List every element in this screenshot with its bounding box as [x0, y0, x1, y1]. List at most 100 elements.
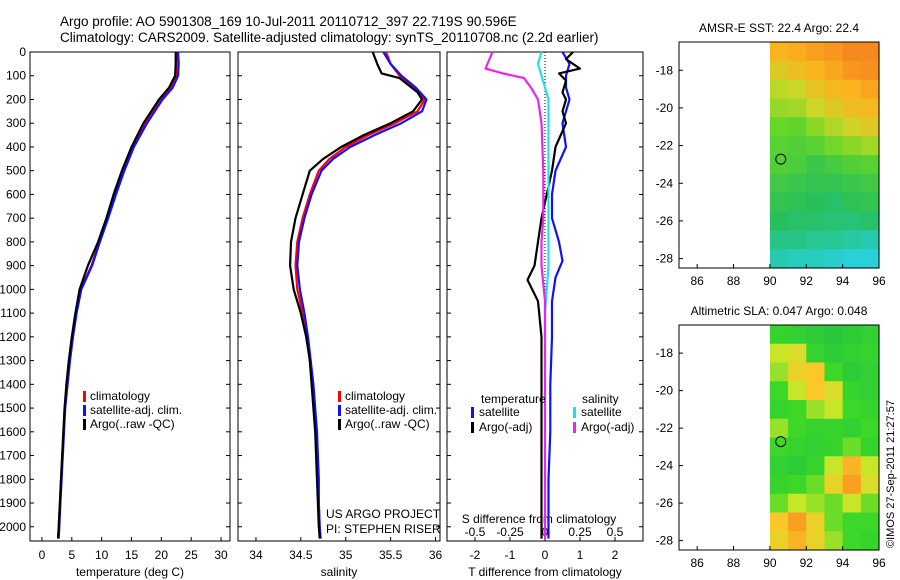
argo-location-marker — [775, 436, 787, 448]
map-cell — [806, 79, 826, 100]
salinity-axes-frame — [237, 51, 441, 542]
argo-location-marker — [775, 153, 787, 165]
y-tick-label: -20 — [656, 384, 674, 398]
map-cell — [842, 325, 862, 345]
map-cell — [824, 155, 844, 175]
legend-label: climatology — [90, 389, 150, 403]
map-cell — [769, 456, 789, 476]
x-tick-label: -1 — [505, 548, 516, 562]
temperature-panel: 0100200300400500600700800900100011001200… — [0, 45, 231, 579]
legend-label: climatology — [345, 389, 405, 403]
y-tick-label: -24 — [656, 176, 674, 190]
map-cell — [769, 493, 789, 514]
map-cell — [842, 98, 862, 118]
map-cell — [769, 173, 789, 194]
map-cell — [824, 173, 844, 194]
x-tick-label: 96 — [872, 556, 886, 570]
map-cell — [806, 249, 826, 269]
x-tick-label: 86 — [691, 274, 705, 288]
map-cell — [842, 531, 862, 551]
map-cell — [788, 211, 807, 231]
map-cell — [860, 475, 880, 495]
x-tick-label: 10 — [95, 548, 109, 562]
map-cell — [824, 343, 844, 364]
map-cell — [788, 155, 807, 175]
x-tick-label: 5 — [68, 548, 75, 562]
map-cell — [860, 512, 880, 532]
map-cell — [860, 192, 880, 213]
map-cell — [860, 362, 880, 382]
map-cell — [806, 325, 826, 345]
sst_map-panel: AMSR-E SST: 22.4 Argo: 22.4 86 88 90 92 94 96 -… — [656, 21, 886, 288]
map-cell — [788, 136, 807, 156]
legend-swatch — [471, 422, 474, 433]
x-tick-label: 15 — [125, 548, 139, 562]
map-cell — [824, 211, 844, 231]
map-cell — [860, 173, 880, 194]
y-tick-label: 400 — [6, 140, 26, 154]
x-tick-label: 88 — [727, 556, 741, 570]
x-axis-label: T difference from climatology — [468, 565, 622, 579]
map-cell — [824, 192, 844, 213]
y-tick-label: 1800 — [0, 472, 26, 486]
x-tick-label: 0 — [39, 548, 46, 562]
y-tick-label: -28 — [656, 534, 674, 548]
map-cell — [842, 493, 862, 514]
sla_map-panel: Altimetric SLA: 0.047 Argo: 0.048 86 88 90 9… — [656, 304, 886, 570]
map-cell — [806, 418, 826, 439]
map-cell — [860, 400, 880, 420]
map-cell — [788, 79, 807, 100]
map-cell — [769, 42, 789, 62]
map-cell — [824, 512, 844, 532]
s-tick-label: 0.25 — [568, 525, 592, 539]
map-cell — [769, 155, 789, 175]
x-tick-label: 36 — [429, 548, 443, 562]
map-cell — [860, 325, 880, 345]
x-axis-label: temperature (deg C) — [76, 565, 184, 579]
legend-label: Argo(-adj) — [479, 420, 532, 434]
map-cell — [806, 60, 826, 81]
map-cell — [806, 98, 826, 118]
annotation-pi: PI: STEPHEN RISER — [326, 522, 441, 536]
legend-label: Argo(..raw -QC) — [345, 417, 430, 431]
x-tick-label: 96 — [872, 274, 886, 288]
legend-swatch — [573, 422, 576, 433]
map-cell — [788, 512, 807, 532]
map-cell — [842, 456, 862, 476]
x-tick-label: -2 — [470, 548, 481, 562]
map-cell — [842, 155, 862, 175]
map-cell — [769, 531, 789, 551]
map-cell — [769, 475, 789, 495]
map-title: AMSR-E SST: 22.4 Argo: 22.4 — [699, 21, 859, 35]
map-cell — [860, 136, 880, 156]
legend-swatch — [83, 405, 86, 416]
map-cell — [806, 437, 826, 457]
map-cell — [842, 343, 862, 364]
map-cell — [824, 456, 844, 476]
y-tick-label: 600 — [6, 187, 26, 201]
series-line-satellite-adj-clim- — [296, 51, 428, 539]
map-cell — [806, 211, 826, 231]
series-line-climatology — [294, 51, 426, 539]
map-cell — [806, 531, 826, 551]
y-tick-label: 1700 — [0, 449, 26, 463]
map-cell — [860, 79, 880, 100]
map-cell — [806, 173, 826, 194]
map-cell — [860, 249, 880, 269]
map-cell — [824, 117, 844, 137]
x-tick-label: 92 — [800, 274, 814, 288]
temperature-axes-frame — [29, 51, 231, 542]
map-cell — [860, 155, 880, 175]
series-line-climatology — [57, 51, 178, 539]
x-tick-label: 30 — [214, 548, 228, 562]
map-cell — [860, 531, 880, 551]
legend-group-temperature: temperature — [481, 392, 546, 406]
map-cell — [842, 418, 862, 439]
map-cell — [860, 418, 880, 439]
map-cell — [860, 456, 880, 476]
map-cell — [788, 456, 807, 476]
map-cell — [860, 493, 880, 514]
map-frame — [678, 41, 880, 269]
legend-swatch — [83, 419, 86, 430]
y-tick-label: 300 — [6, 116, 26, 130]
